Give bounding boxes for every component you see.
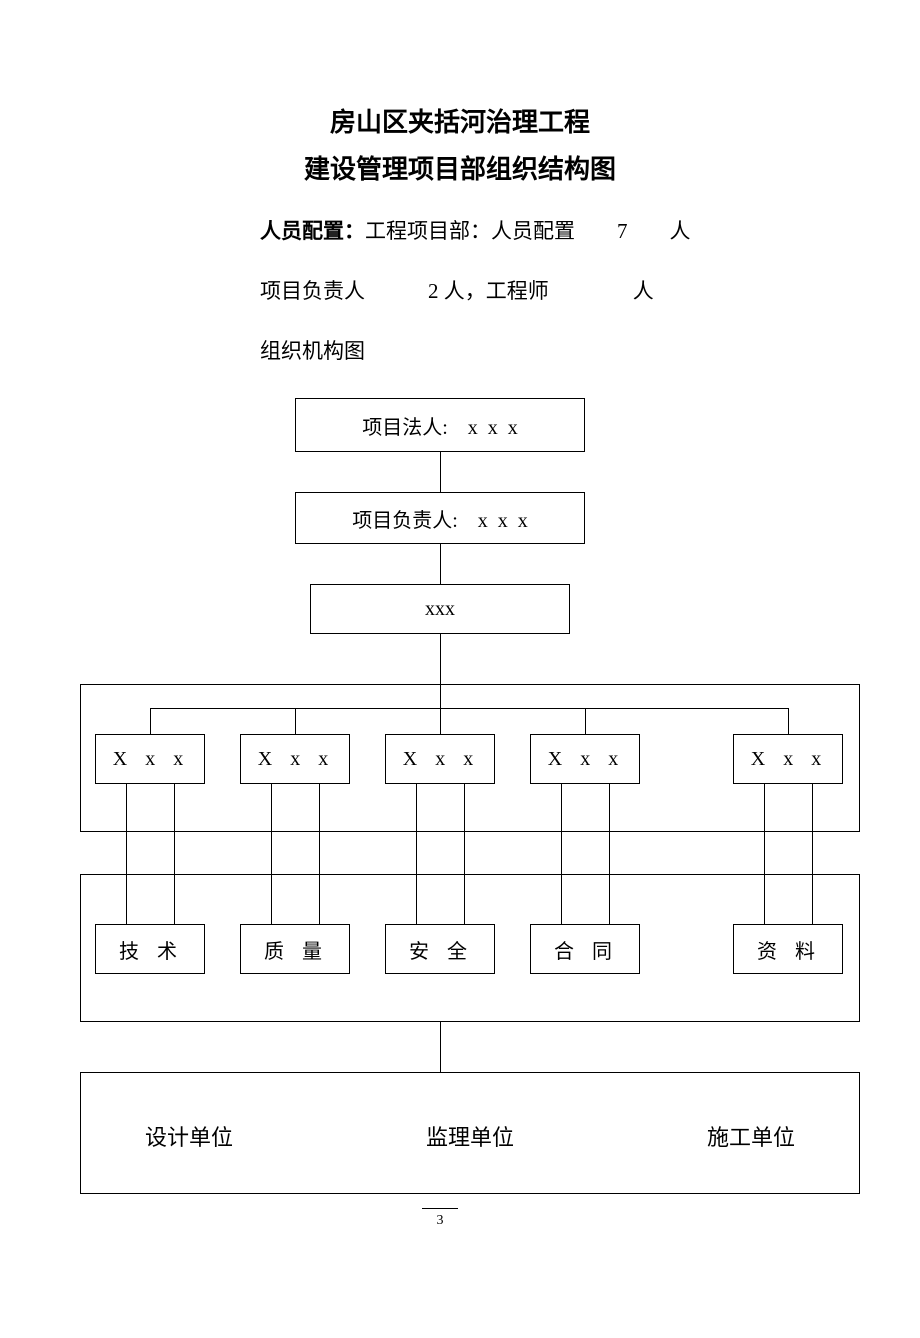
row2-box-1: 技 术 bbox=[95, 924, 205, 974]
node-project-lead: 项目负责人: x x x bbox=[295, 492, 585, 544]
row1-box-2: X x x bbox=[240, 734, 350, 784]
node-legal-person: 项目法人: x x x bbox=[295, 398, 585, 452]
staff-config-label: 人员配置： bbox=[260, 219, 365, 243]
staff-config-a: 工程项目部：人员配置 bbox=[365, 219, 575, 243]
bottom-unit-3: 施工单位 bbox=[707, 1120, 795, 1152]
row1-box-5: X x x bbox=[733, 734, 843, 784]
staff-config-b: 7 bbox=[617, 219, 628, 243]
staff-config-line-2: 项目负责人 2 人，工程师 人 bbox=[90, 268, 830, 314]
bottom-row: 设计单位 监理单位 施工单位 bbox=[145, 1120, 795, 1152]
connector bbox=[440, 452, 441, 492]
connector bbox=[440, 1022, 441, 1072]
row1-box-3: X x x bbox=[385, 734, 495, 784]
row2-box-3: 安 全 bbox=[385, 924, 495, 974]
org-chart: 项目法人: x x x 项目负责人: x x x xxx X x x X x x… bbox=[90, 398, 830, 1298]
row2-box-2: 质 量 bbox=[240, 924, 350, 974]
row2-box-5: 资 料 bbox=[733, 924, 843, 974]
row2-box-4: 合 同 bbox=[530, 924, 640, 974]
connector bbox=[295, 708, 296, 734]
connector bbox=[585, 708, 586, 734]
row1-box-4: X x x bbox=[530, 734, 640, 784]
connector bbox=[440, 684, 441, 708]
connector bbox=[440, 708, 441, 734]
connector bbox=[440, 544, 441, 584]
connector bbox=[150, 708, 788, 709]
title-line-2: 建设管理项目部组织结构图 bbox=[90, 147, 830, 194]
org-chart-label: 组织机构图 bbox=[90, 328, 830, 374]
row1-box-1: X x x bbox=[95, 734, 205, 784]
bottom-unit-1: 设计单位 bbox=[145, 1120, 233, 1152]
connector bbox=[440, 634, 441, 684]
node-xxx: xxx bbox=[310, 584, 570, 634]
page-number: 3 bbox=[422, 1208, 458, 1229]
bottom-unit-2: 监理单位 bbox=[426, 1120, 514, 1152]
title-line-1: 房山区夹括河治理工程 bbox=[90, 100, 830, 147]
connector bbox=[150, 708, 151, 734]
connector bbox=[788, 708, 789, 734]
staff-config-line-1: 人员配置：工程项目部：人员配置 7 人 bbox=[90, 208, 830, 254]
staff-config-c: 人 bbox=[670, 219, 691, 243]
